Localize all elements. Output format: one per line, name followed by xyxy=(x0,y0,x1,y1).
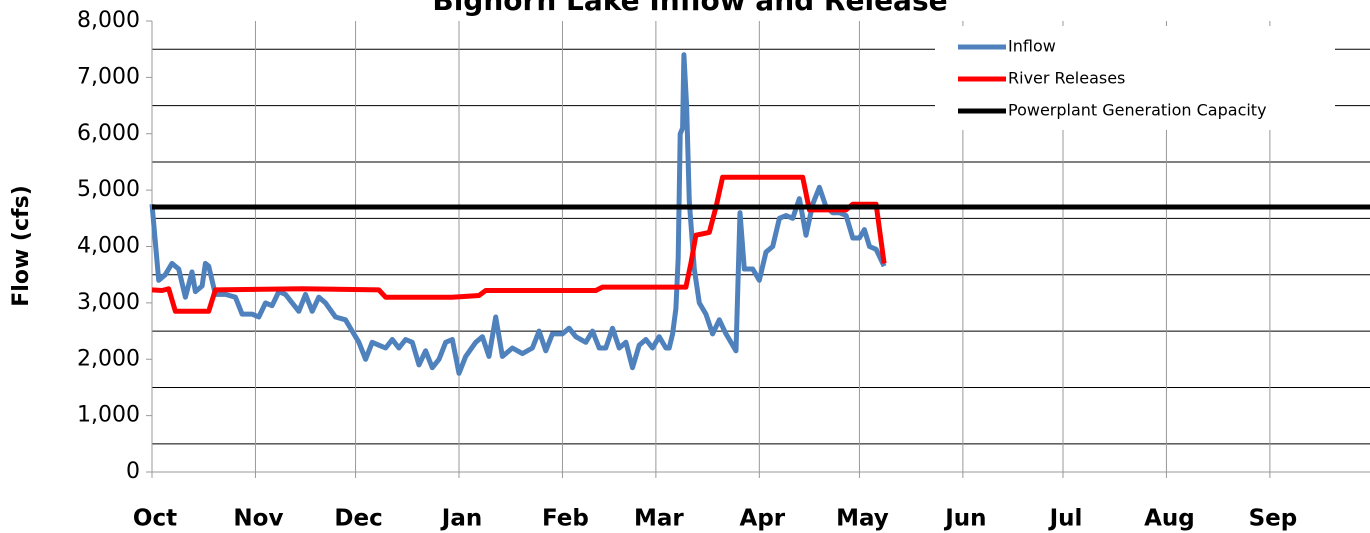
series-line xyxy=(151,174,887,314)
x-tick-label: Jun xyxy=(943,506,986,532)
y-tick-label: 7,000 xyxy=(77,64,140,89)
x-tick-label: Sep xyxy=(1249,506,1298,532)
y-tick-label: 4,000 xyxy=(77,234,140,259)
x-tick-label: Jul xyxy=(1048,506,1083,532)
y-tick-label: 6,000 xyxy=(77,121,140,146)
x-tick-label: Oct xyxy=(133,506,177,532)
y-tick-label: 2,000 xyxy=(77,346,140,371)
x-tick-label: Jan xyxy=(440,506,482,532)
legend-label: River Releases xyxy=(1008,69,1125,88)
y-tick-label: 3,000 xyxy=(77,290,140,315)
x-tick-label: Feb xyxy=(542,506,589,532)
y-tick-label: 1,000 xyxy=(77,403,140,428)
x-tick-label: Mar xyxy=(634,506,684,532)
y-tick-label: 8,000 xyxy=(77,8,140,33)
x-tick-label: Aug xyxy=(1144,506,1195,532)
y-tick-label: 0 xyxy=(126,459,140,484)
chart-title: Bighorn Lake Inflow and Release xyxy=(432,0,947,17)
series-line xyxy=(149,52,887,376)
x-tick-label: Dec xyxy=(334,506,382,532)
y-tick-label: 5,000 xyxy=(77,177,140,202)
legend-label: Inflow xyxy=(1008,37,1056,56)
legend-label: Powerplant Generation Capacity xyxy=(1008,101,1267,120)
y-axis-label: Flow (cfs) xyxy=(9,185,34,306)
x-tick-label: Apr xyxy=(740,506,786,532)
x-tick-label: Nov xyxy=(233,506,283,532)
x-tick-label: May xyxy=(836,506,889,532)
